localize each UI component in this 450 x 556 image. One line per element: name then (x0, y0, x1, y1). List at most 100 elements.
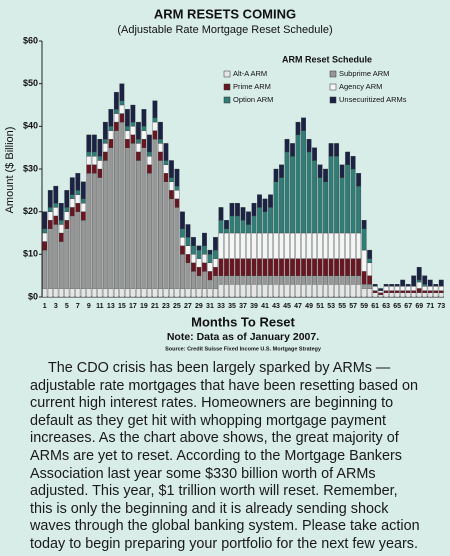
x-tick-label: 35 (228, 303, 236, 310)
bar-segment (240, 284, 246, 298)
bar-segment (361, 271, 367, 285)
y-tick-label: $40 (23, 121, 38, 131)
bar-segment (146, 288, 152, 298)
bar-segment (191, 288, 196, 298)
bar-segment (174, 185, 180, 191)
bar-segment (356, 258, 362, 276)
bar-segment (273, 168, 279, 182)
bar-segment (174, 190, 180, 200)
x-tick-label: 51 (316, 303, 324, 310)
bar-segment (135, 160, 141, 289)
body-text: The CDO crisis has been largely sparked … (30, 360, 420, 552)
bar-segment (69, 207, 75, 217)
bar-segment (345, 151, 351, 165)
bar-segment (108, 109, 114, 127)
bar-segment (75, 288, 81, 298)
bar-segment (394, 286, 400, 291)
source: Source: Credit Suisse Fixed Income U.S. … (165, 346, 322, 352)
bar-segment (257, 207, 262, 234)
bar-segment (102, 121, 108, 140)
bar-segment (169, 190, 174, 200)
bar-segment (389, 292, 395, 298)
legend-swatch (223, 70, 231, 78)
bar-segment (350, 168, 356, 234)
bar-segment (124, 109, 130, 127)
bar-segment (356, 284, 362, 298)
bar-segment (102, 151, 108, 161)
bar-segment (119, 100, 125, 106)
bar-segment (80, 220, 86, 289)
bar-segment (180, 288, 185, 298)
bar-segment (433, 284, 439, 287)
bar-segment (157, 121, 163, 140)
bar-segment (383, 290, 389, 293)
bar-segment (146, 164, 152, 174)
bar-segment (130, 126, 136, 136)
bar-segment (273, 284, 279, 298)
legend-swatch (329, 96, 337, 104)
bar-segment (163, 288, 169, 298)
bar-segment (91, 156, 97, 165)
chart-title: ARM RESETS COMING (154, 6, 296, 21)
bar-segment (323, 232, 329, 259)
bar-segment (422, 275, 428, 285)
x-axis-label: Months To Reset (191, 314, 295, 329)
y-tick-label: $10 (23, 249, 38, 259)
bar-segment (75, 190, 81, 195)
bar-segment (284, 232, 290, 259)
bar-segment (108, 147, 114, 289)
bar-segment (218, 284, 224, 298)
x-tick-label: 67 (404, 303, 412, 310)
bar-segment (361, 249, 367, 272)
bar-segment (86, 288, 92, 298)
bar-segment (191, 254, 196, 264)
bar-segment (119, 83, 125, 101)
x-tick-label: 31 (206, 303, 214, 310)
bar-segment (240, 220, 246, 234)
bar-segment (113, 113, 119, 123)
bar-segment (47, 288, 53, 298)
bar-segment (141, 138, 147, 148)
bar-segment (202, 271, 207, 289)
x-tick-label: 33 (217, 303, 225, 310)
bar-segment (141, 130, 147, 140)
bar-segment (180, 254, 185, 289)
bar-segment (328, 232, 334, 259)
bar-segment (53, 202, 59, 208)
bar-segment (58, 220, 64, 225)
bar-segment (113, 288, 119, 298)
bar-segment (229, 284, 235, 298)
legend-swatch (223, 83, 231, 91)
bar-segment (202, 245, 207, 255)
y-tick-label: $20 (23, 206, 38, 216)
bar-segment (427, 286, 433, 291)
note: Note: Data as of January 2007. (167, 331, 319, 343)
bar-segment (64, 211, 70, 221)
bar-segment (42, 249, 48, 289)
bar-segment (240, 258, 246, 276)
bar-segment (405, 284, 411, 287)
bar-segment (389, 290, 395, 293)
bar-segment (323, 258, 329, 276)
bar-segment (240, 232, 246, 259)
bar-segment (64, 228, 70, 289)
bar-segment (235, 284, 240, 298)
bar-segment (207, 279, 213, 289)
x-tick-label: 69 (415, 303, 423, 310)
x-tick-label: 3 (54, 303, 58, 310)
bar-segment (152, 100, 158, 118)
bar-segment (130, 104, 136, 123)
x-tick-label: 65 (393, 303, 401, 310)
bar-segment (411, 292, 417, 298)
bar-segment (86, 134, 92, 153)
bar-segment (69, 198, 75, 208)
bar-segment (53, 207, 59, 217)
bar-segment (174, 198, 180, 208)
bar-segment (185, 237, 191, 246)
legend-swatch (329, 70, 337, 78)
bar-segment (53, 288, 59, 298)
bar-segment (328, 143, 334, 157)
bar-segment (169, 160, 174, 178)
bar-segment (262, 232, 268, 259)
bar-segment (42, 232, 48, 242)
